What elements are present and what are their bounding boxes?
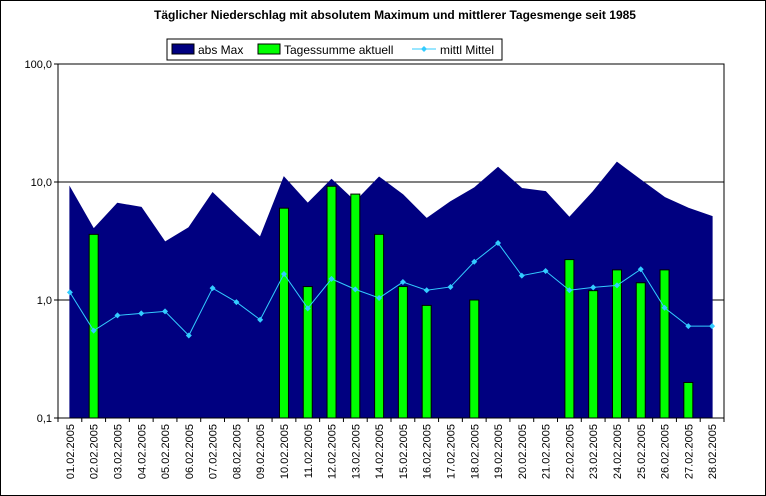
x-tick-label: 20.02.2005 [517, 424, 529, 479]
plot-border [57, 63, 725, 419]
point-mittl-mittel [209, 285, 216, 292]
point-mittl-mittel [280, 271, 287, 278]
point-mittl-mittel [495, 240, 502, 247]
x-tick-label: 16.02.2005 [422, 424, 434, 479]
x-tick-label: 10.02.2005 [279, 424, 291, 479]
point-mittl-mittel [233, 299, 240, 306]
point-mittl-mittel [709, 323, 716, 330]
bar-tagessumme [635, 282, 646, 419]
x-tick-label: 04.02.2005 [136, 424, 148, 479]
bar-tagessumme [683, 381, 694, 419]
bar-tagessumme [611, 269, 622, 419]
y-tick-label: 10,0 [31, 177, 52, 189]
legend-label-tagessumme: Tagessumme aktuell [284, 43, 393, 57]
point-mittl-mittel [257, 316, 264, 323]
point-mittl-mittel [66, 289, 73, 296]
x-tick-label: 17.02.2005 [445, 424, 457, 479]
legend-swatch-abs-max [171, 43, 195, 55]
bar-tagessumme [659, 269, 670, 419]
x-tick-label: 11.02.2005 [303, 424, 315, 478]
x-tick-label: 07.02.2005 [208, 424, 220, 479]
point-mittl-mittel [661, 304, 668, 311]
bar-tagessumme [350, 193, 361, 419]
bar-tagessumme [397, 286, 408, 419]
x-tick-label: 19.02.2005 [493, 424, 505, 479]
legend-label-mittl-mittel: mittl Mittel [440, 43, 494, 57]
point-mittl-mittel [399, 279, 406, 286]
point-mittl-mittel [613, 282, 620, 289]
x-tick-label: 27.02.2005 [683, 424, 695, 479]
chart-title: Täglicher Niederschlag mit absolutem Max… [154, 8, 636, 22]
point-mittl-mittel [518, 272, 525, 279]
legend-swatch-tagessumme [257, 43, 281, 55]
x-tick-label: 13.02.2005 [350, 424, 362, 479]
x-tick-label: 25.02.2005 [636, 424, 648, 479]
bar-tagessumme [374, 233, 385, 419]
legend: abs Max Tagessumme aktuell mittl Mittel [166, 38, 503, 61]
x-tick-label: 06.02.2005 [184, 424, 196, 479]
point-mittl-mittel [471, 258, 478, 265]
x-tick-label: 12.02.2005 [327, 424, 339, 479]
x-tick-label: 09.02.2005 [255, 424, 267, 479]
point-mittl-mittel [590, 284, 597, 291]
bar-tagessumme [326, 185, 337, 419]
x-tick-label: 08.02.2005 [231, 424, 243, 479]
x-tick-label: 03.02.2005 [112, 424, 124, 479]
point-mittl-mittel [328, 275, 335, 282]
point-mittl-mittel [376, 294, 383, 301]
bar-tagessumme [564, 259, 575, 419]
legend-marker-mittl-mittel [421, 46, 427, 52]
x-tick-label: 18.02.2005 [469, 424, 481, 479]
legend-label-abs-max: abs Max [198, 43, 243, 57]
point-mittl-mittel [447, 283, 454, 290]
line-mittl-mittel [69, 242, 713, 337]
point-mittl-mittel [566, 287, 573, 294]
legend-box [166, 38, 503, 61]
bar-tagessumme [278, 207, 289, 419]
x-tick-label: 22.02.2005 [564, 424, 576, 479]
point-mittl-mittel [542, 268, 549, 275]
point-mittl-mittel [185, 332, 192, 339]
point-mittl-mittel [423, 287, 430, 294]
x-tick-label: 01.02.2005 [65, 424, 77, 479]
plot-area: 0,1 1,0 10,0 100,0 01.02.2005 02.02.2005 03.02… [24, 59, 725, 479]
point-mittl-mittel [352, 286, 359, 293]
x-tick-label: 28.02.2005 [707, 424, 719, 479]
point-mittl-mittel [637, 266, 644, 273]
bar-tagessumme [421, 304, 432, 419]
x-tick-label: 05.02.2005 [160, 424, 172, 479]
point-mittl-mittel [162, 308, 169, 315]
x-tick-label: 23.02.2005 [588, 424, 600, 479]
x-tick-label: 24.02.2005 [612, 424, 624, 479]
point-mittl-mittel [685, 323, 692, 330]
bar-tagessumme [588, 290, 599, 419]
point-mittl-mittel [90, 327, 97, 334]
x-tick-label: 21.02.2005 [541, 424, 553, 479]
x-tick-label: 15.02.2005 [398, 424, 410, 479]
x-tick-label: 14.02.2005 [374, 424, 386, 479]
point-mittl-mittel [114, 312, 121, 319]
y-tick-label: 0,1 [37, 413, 52, 425]
x-tick-label: 26.02.2005 [660, 424, 672, 479]
point-mittl-mittel [138, 310, 145, 317]
point-mittl-mittel [304, 305, 311, 312]
x-tick-label: 02.02.2005 [89, 424, 101, 479]
y-tick-label: 1,0 [37, 295, 52, 307]
bar-tagessumme [469, 299, 480, 419]
y-tick-label: 100,0 [24, 59, 52, 71]
